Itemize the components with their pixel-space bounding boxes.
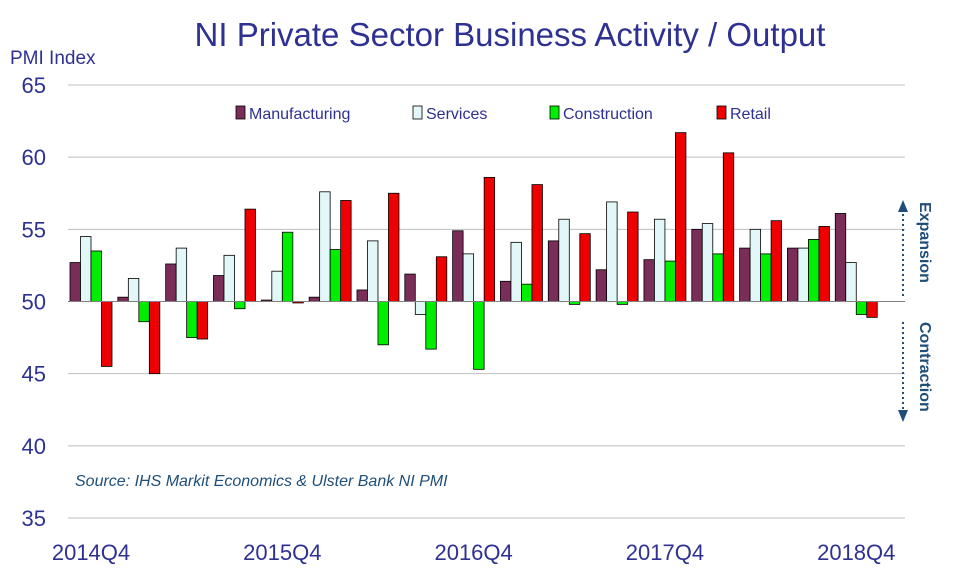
x-tick-label: 2015Q4	[243, 540, 321, 565]
bar-services-2016q4	[462, 253, 475, 302]
bar-manufacturing-2015q2	[165, 263, 177, 302]
bar-retail-2017q3	[627, 211, 639, 302]
legend-swatch-manufacturing	[235, 105, 246, 120]
bar-retail-2018q2	[770, 220, 782, 302]
bar-retail-2014q4	[101, 301, 113, 367]
bar-construction-2016q1	[329, 249, 342, 302]
bar-manufacturing-2016q1	[308, 296, 321, 302]
bar-services-2018q1	[701, 223, 714, 302]
x-tick-labels: 2014Q4 2015Q4 2016Q4 2017Q4 2018Q4	[52, 540, 896, 565]
bar-services-2015q3	[223, 254, 235, 302]
bar-construction-2014q4	[90, 250, 102, 302]
bar-construction-2015q2	[186, 301, 198, 338]
bar-retail-2015q3	[244, 208, 256, 302]
y-tick-label: 45	[22, 362, 46, 387]
bar-manufacturing-2015q1	[117, 296, 129, 302]
bar-construction-2017q4	[664, 260, 676, 302]
legend-swatch-construction	[549, 105, 560, 120]
bar-services-2017q4	[654, 218, 666, 302]
y-tick-labels: 35 40 45 50 55 60 65	[22, 73, 46, 531]
x-tick-label: 2014Q4	[52, 540, 130, 565]
bar-services-2016q2	[367, 240, 379, 302]
bar-services-2015q4	[271, 270, 283, 302]
y-tick-label: 55	[22, 217, 46, 242]
bar-manufacturing-2018q3	[787, 247, 799, 302]
bar-retail-2016q1	[340, 200, 352, 302]
bar-services-2015q2	[175, 247, 188, 302]
source-note: Source: IHS Markit Economics & Ulster Ba…	[75, 473, 448, 490]
x-tick-label: 2018Q4	[817, 540, 895, 565]
bar-retail-2018q3	[818, 226, 830, 302]
bar-construction-2018q4	[855, 301, 868, 315]
bar-manufacturing-2018q1	[691, 228, 703, 302]
chart-title: NI Private Sector Business Activity / Ou…	[195, 16, 826, 53]
bar-manufacturing-2016q4	[452, 230, 464, 302]
bar-manufacturing-2017q4	[643, 259, 655, 302]
bar-manufacturing-2018q2	[739, 247, 751, 302]
legend-swatch-retail	[716, 105, 727, 120]
expansion-annotation: Expansion	[898, 200, 933, 296]
bar-construction-2018q3	[808, 239, 820, 302]
bar-services-2014q4	[80, 236, 92, 302]
bar-construction-2015q1	[138, 301, 150, 323]
bar-construction-2018q2	[760, 253, 772, 302]
bar-manufacturing-2015q3	[213, 275, 225, 302]
bar-retail-2016q4	[483, 176, 496, 302]
bar-retail-2017q2	[579, 233, 591, 302]
bar-services-2015q1	[127, 278, 140, 302]
bar-construction-2015q3	[234, 301, 246, 310]
legend-label-services: Services	[426, 106, 487, 123]
legend: Manufacturing Services Construction Retail	[235, 105, 771, 123]
y-tick-label: 60	[22, 145, 46, 170]
bar-retail-2015q2	[196, 301, 209, 340]
expansion-label: Expansion	[916, 202, 933, 283]
bars	[69, 132, 878, 375]
bar-services-2018q4	[845, 262, 857, 302]
bar-manufacturing-2018q4	[834, 213, 847, 302]
bar-retail-2018q4	[866, 301, 878, 318]
bar-retail-2015q1	[148, 301, 161, 375]
bar-manufacturing-2017q2	[547, 240, 560, 302]
bar-construction-2016q3	[425, 301, 437, 350]
x-tick-label: 2017Q4	[626, 540, 704, 565]
bar-manufacturing-2016q3	[404, 273, 416, 302]
bar-construction-2016q2	[377, 301, 389, 346]
bar-retail-2016q2	[388, 192, 400, 302]
bar-services-2016q3	[414, 301, 427, 315]
y-tick-label: 35	[22, 506, 46, 531]
bar-construction-2017q1	[521, 283, 533, 302]
x-tick-label: 2016Q4	[434, 540, 512, 565]
arrow-down-icon	[898, 410, 908, 422]
bar-construction-2015q4	[281, 231, 294, 302]
bar-manufacturing-2016q2	[356, 289, 368, 302]
bar-retail-2016q3	[435, 256, 448, 302]
bar-retail-2017q1	[531, 184, 543, 302]
legend-label-retail: Retail	[730, 106, 771, 123]
contraction-label: Contraction	[916, 322, 933, 412]
bar-services-2018q2	[749, 228, 761, 302]
y-tick-label: 40	[22, 434, 46, 459]
legend-label-manufacturing: Manufacturing	[249, 106, 350, 123]
arrow-up-icon	[898, 200, 908, 212]
legend-swatch-services	[412, 105, 423, 120]
bar-manufacturing-2014q4	[69, 262, 81, 302]
bar-construction-2018q1	[712, 253, 724, 302]
contraction-annotation: Contraction	[898, 322, 933, 422]
bar-retail-2017q4	[675, 132, 687, 302]
y-tick-label: 50	[22, 290, 46, 315]
bar-manufacturing-2017q1	[500, 280, 512, 302]
bar-manufacturing-2017q3	[595, 269, 608, 302]
legend-label-construction: Construction	[563, 106, 653, 123]
bar-retail-2018q1	[722, 152, 735, 302]
bar-services-2017q3	[606, 201, 618, 302]
y-axis-label: PMI Index	[10, 48, 96, 69]
bar-construction-2016q4	[473, 301, 485, 370]
bar-services-2017q2	[558, 218, 570, 302]
bar-services-2017q1	[510, 241, 522, 302]
y-tick-label: 65	[22, 73, 46, 98]
bar-services-2016q1	[319, 191, 331, 302]
bar-services-2018q3	[797, 247, 809, 302]
